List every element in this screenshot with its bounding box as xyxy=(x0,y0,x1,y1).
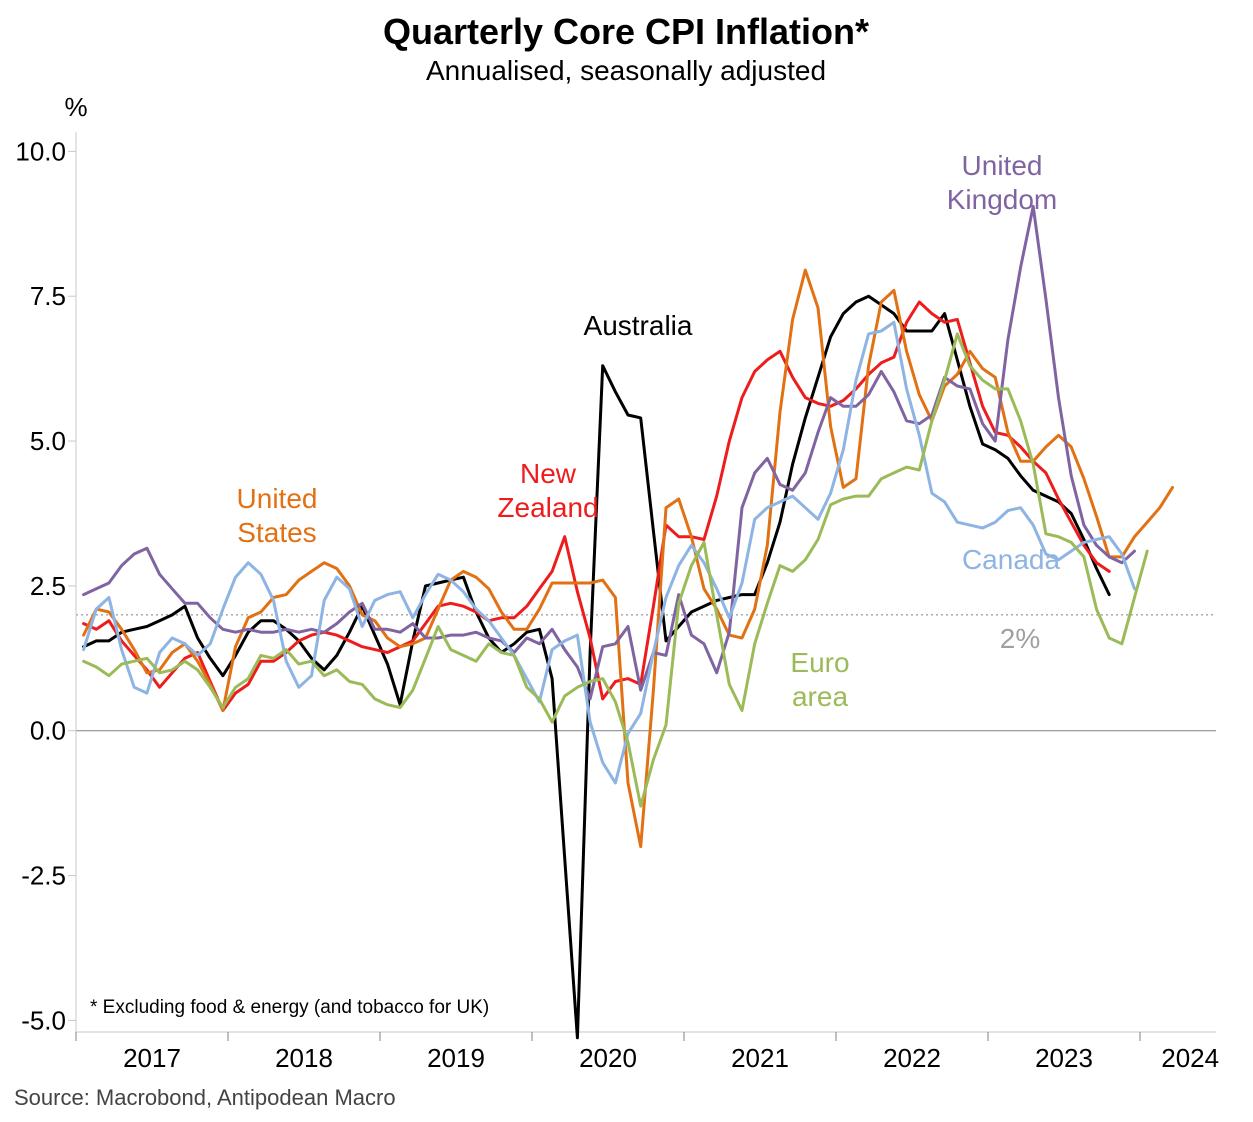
y-tick-label: 0.0 xyxy=(30,716,66,746)
footnote: * Excluding food & energy (and tobacco f… xyxy=(90,997,489,1018)
axis-layer: 10.0 7.5 5.0 2.5 0.0 -2.5 -5.0 2017 2018 2019 2020… xyxy=(15,132,1219,1073)
series-line-united-states xyxy=(82,268,1174,849)
series-label-australia: Australia xyxy=(584,310,693,341)
source-note: Source: Macrobond, Antipodean Macro xyxy=(14,1085,396,1110)
series-label-line: United xyxy=(237,483,318,514)
x-tick-label: 2021 xyxy=(731,1043,789,1073)
series-label-line: Euro xyxy=(790,647,849,678)
series-label-line: States xyxy=(237,517,316,548)
series-layer xyxy=(82,204,1174,1040)
y-tick-label: 10.0 xyxy=(15,136,66,166)
series-label-canada: Canada xyxy=(962,544,1061,575)
series-label-line: area xyxy=(792,681,848,712)
series-line-euro-area xyxy=(82,332,1149,808)
series-line-australia xyxy=(82,294,1111,1040)
y-tick-label: 2.5 xyxy=(30,571,66,601)
grid-layer: 2% xyxy=(76,614,1216,732)
y-tick-label: 5.0 xyxy=(30,426,66,456)
series-label-line: Australia xyxy=(584,310,693,341)
chart-subtitle: Annualised, seasonally adjusted xyxy=(426,55,826,86)
series-label-new-zealand: New Zealand xyxy=(497,458,598,523)
series-line-canada xyxy=(82,320,1136,785)
x-tick-label: 2019 xyxy=(427,1043,485,1073)
series-label-line: Zealand xyxy=(497,492,598,523)
y-axis-unit-label: % xyxy=(64,92,87,122)
x-tick-label: 2018 xyxy=(275,1043,333,1073)
y-tick-label: -2.5 xyxy=(21,861,66,891)
x-tick-label: 2022 xyxy=(883,1043,941,1073)
series-line-united-kingdom xyxy=(82,204,1136,701)
series-label-line: New xyxy=(520,458,577,489)
series-label-united-kingdom: United Kingdom xyxy=(947,150,1058,215)
series-label-line: Kingdom xyxy=(947,184,1058,215)
series-label-line: Canada xyxy=(962,544,1061,575)
reference-line-label: 2% xyxy=(1000,623,1040,654)
series-label-line: United xyxy=(962,150,1043,181)
x-tick-label: 2023 xyxy=(1035,1043,1093,1073)
y-tick-label: -5.0 xyxy=(21,1005,66,1035)
chart-title: Quarterly Core CPI Inflation* xyxy=(383,11,869,52)
series-label-united-states: United States xyxy=(237,483,318,548)
x-tick-label: 2024 xyxy=(1161,1043,1219,1073)
x-tick-label: 2017 xyxy=(123,1043,181,1073)
y-tick-label: 7.5 xyxy=(30,281,66,311)
x-tick-label: 2020 xyxy=(579,1043,637,1073)
series-label-euro-area: Euro area xyxy=(790,647,849,712)
